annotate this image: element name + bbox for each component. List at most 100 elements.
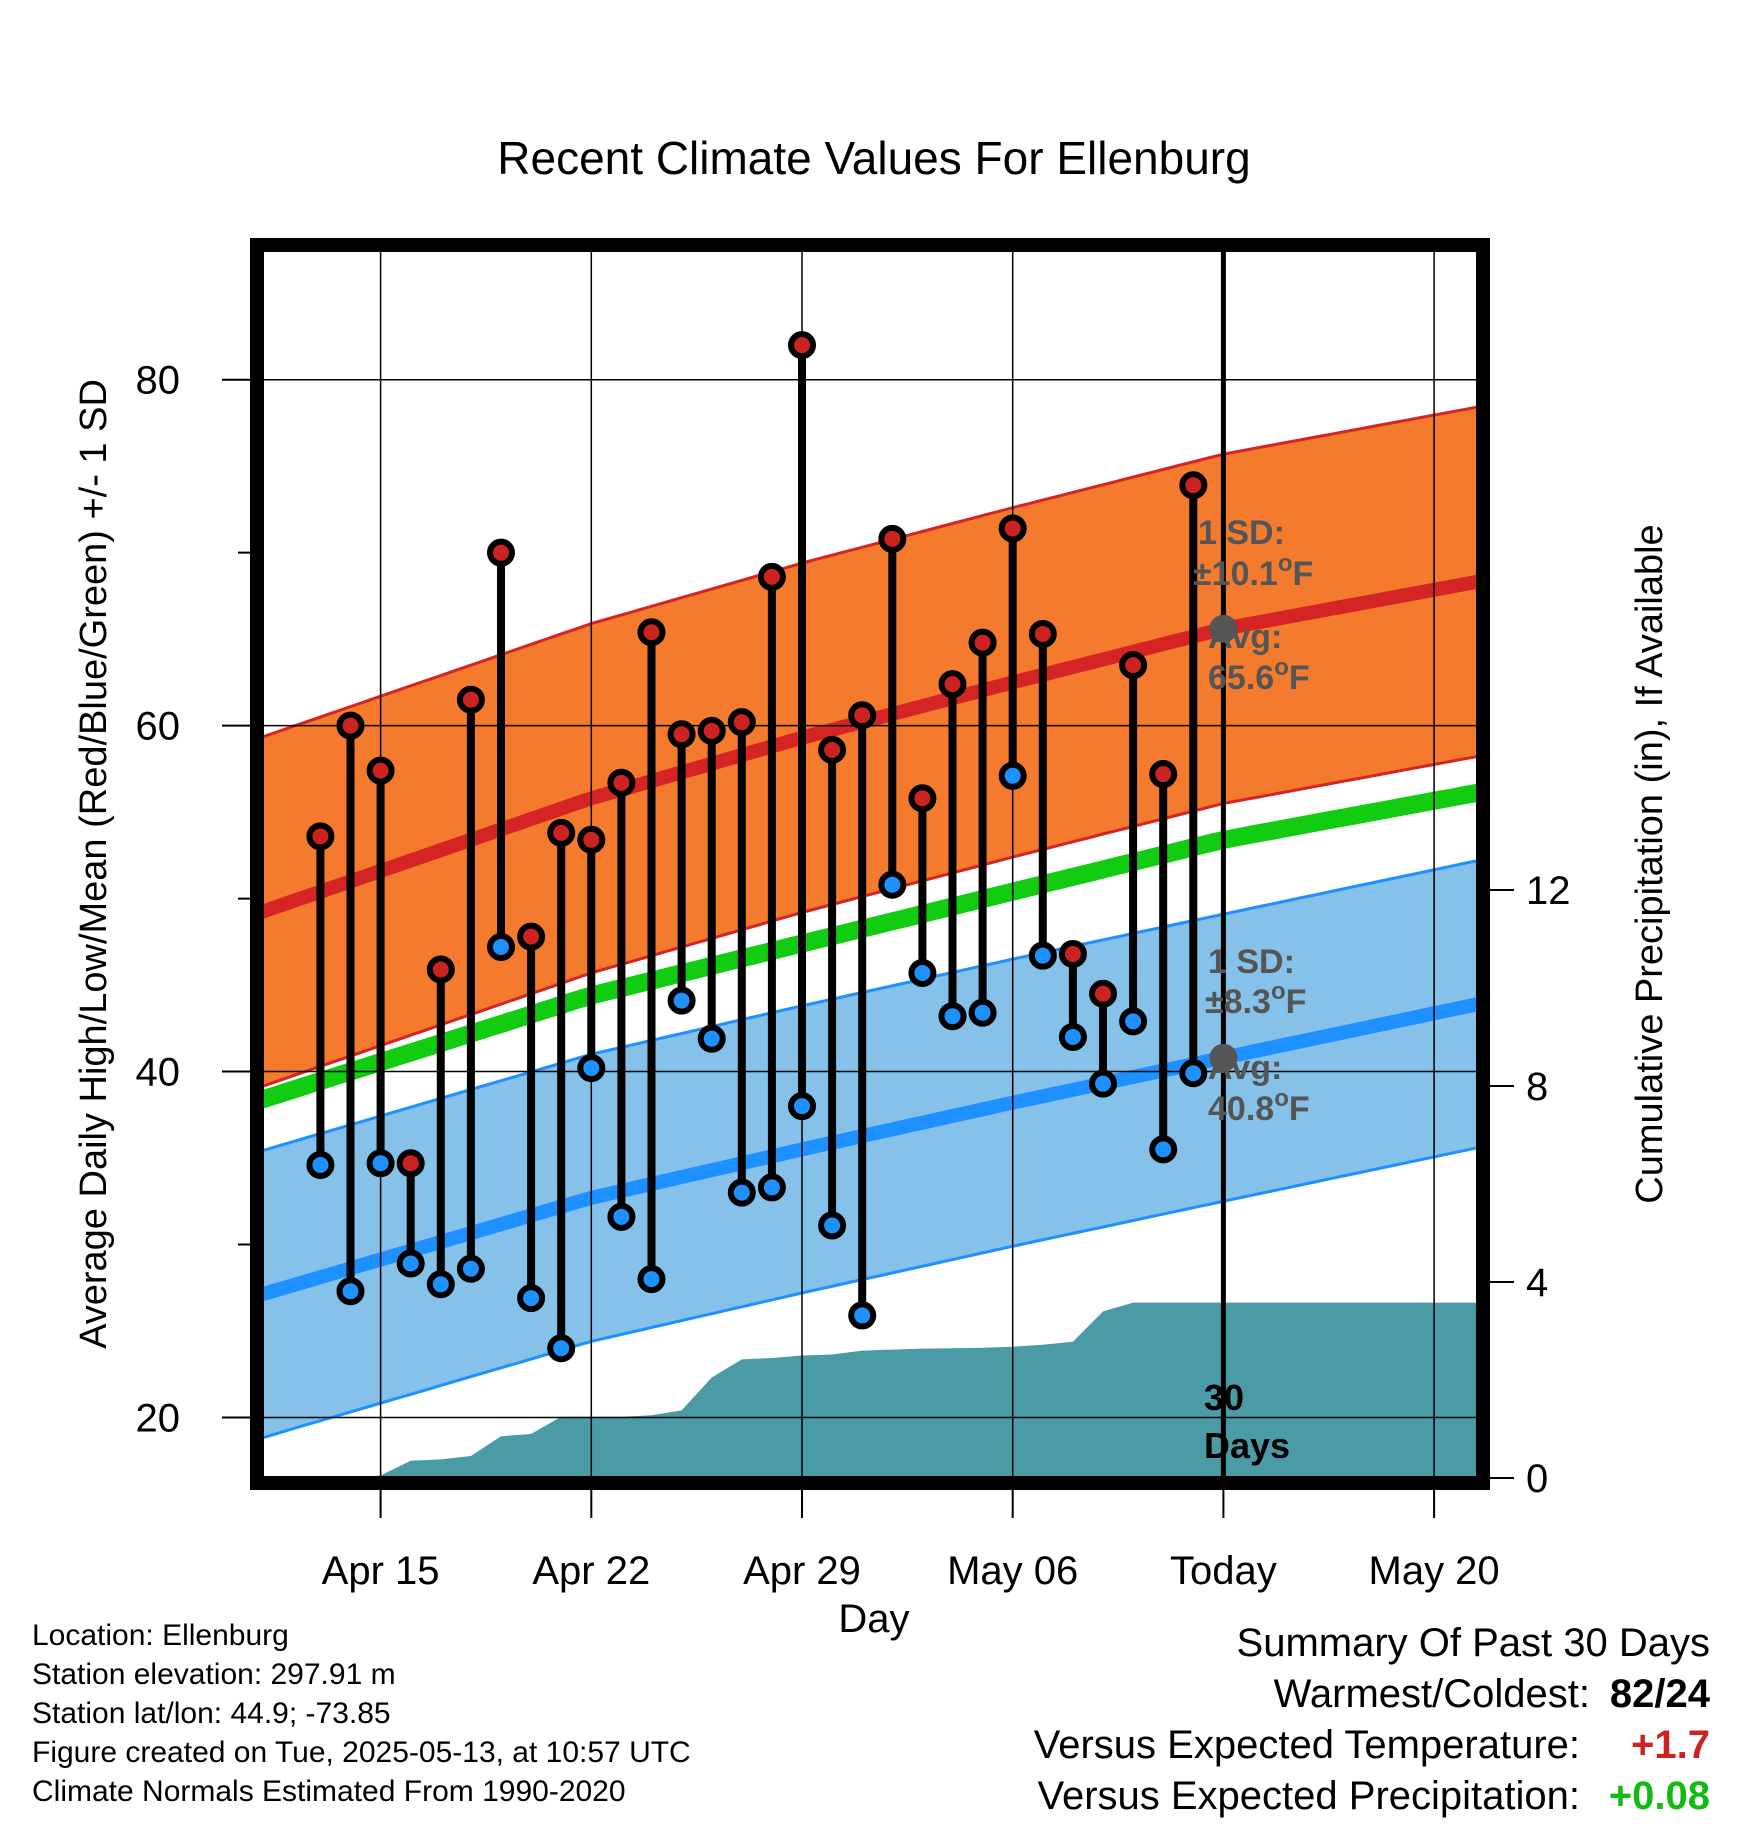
daily-high-point [1058, 939, 1087, 968]
x-tick-label: Apr 15 [322, 1549, 440, 1593]
daily-low-point [757, 1173, 786, 1202]
y2-axis-label: Cumulative Precipitation (in), If Availa… [1629, 524, 1671, 1203]
x-tick-label: Apr 29 [743, 1549, 861, 1593]
station-info: Location: Ellenburg Station elevation: 2… [32, 1616, 691, 1811]
daily-high-point [908, 784, 937, 813]
daily-low-point [667, 986, 696, 1015]
daily-high-point [1119, 651, 1148, 680]
created-text: Figure created on Tue, 2025-05-13, at 10… [32, 1736, 691, 1769]
daily-low-point [968, 998, 997, 1027]
daily-high-point [818, 735, 847, 764]
daily-low-point [998, 761, 1027, 790]
daily-low-point [908, 958, 937, 987]
today-high-normal-marker [1209, 614, 1238, 643]
low-sd-band [262, 860, 1478, 1438]
daily-high-point [697, 716, 726, 745]
warm-cold-value: 82/24 [1590, 1669, 1710, 1720]
low-sd-value: ±8.3oF [1205, 978, 1306, 1021]
daily-low-point [1058, 1022, 1087, 1051]
daily-low-point [607, 1202, 636, 1231]
high-upper-sd-line [262, 405, 1478, 739]
daily-high-point [1089, 979, 1117, 1008]
low-sd-label: 1 SD: [1208, 943, 1295, 981]
y2-tick-label: 8 [1526, 1065, 1548, 1109]
precip-area [320, 1302, 1478, 1478]
days-unit-label: Days [1204, 1425, 1290, 1466]
daily-low-point [577, 1054, 606, 1083]
high-avg-value: 65.6oF [1208, 654, 1310, 697]
normals-text: Climate Normals Estimated From 1990-2020 [32, 1775, 626, 1808]
today-low-normal-marker [1209, 1043, 1238, 1072]
daily-high-point [667, 720, 696, 749]
daily-low-point [1149, 1135, 1178, 1164]
summary-panel: Summary Of Past 30 Days Warmest/Coldest:… [1034, 1618, 1710, 1822]
daily-low-point [426, 1270, 455, 1299]
x-axis-label: Day [838, 1597, 909, 1641]
daily-low-point [818, 1211, 847, 1240]
low-avg-value: 40.8oF [1208, 1085, 1310, 1128]
temp-diff-label: Versus Expected Temperature: [1033, 1723, 1580, 1767]
x-tick-label: Today [1170, 1549, 1277, 1593]
daily-low-point [1028, 941, 1057, 970]
daily-low-point [1119, 1007, 1148, 1036]
precip-diff-value: +0.08 [1608, 1774, 1710, 1818]
latlon-text: Station lat/lon: 44.9; -73.85 [32, 1697, 391, 1730]
x-tick-label: May 06 [947, 1549, 1078, 1593]
daily-low-point [938, 1002, 967, 1031]
daily-high-point [757, 562, 786, 591]
daily-low-point [878, 870, 907, 899]
daily-low-point [1089, 1069, 1117, 1098]
daily-low-point [336, 1277, 365, 1306]
plot-frame [250, 238, 1490, 1490]
elevation-text: Station elevation: 297.91 m [32, 1658, 396, 1691]
daily-high-point [366, 756, 395, 785]
chart-title: Recent Climate Values For Ellenburg [497, 132, 1250, 184]
y2-tick-label: 0 [1526, 1457, 1548, 1501]
daily-low-point [396, 1249, 425, 1278]
y-axis-label: Average Daily High/Low/Mean (Red/Blue/Gr… [73, 379, 115, 1349]
summary-title: Summary Of Past 30 Days [1236, 1621, 1710, 1665]
high-sd-band [262, 406, 1478, 1087]
daily-high-point [517, 922, 546, 951]
daily-low-point [727, 1178, 756, 1207]
y2-tick-label: 12 [1526, 869, 1571, 913]
daily-high-point [577, 825, 606, 854]
y-tick-label: 40 [136, 1051, 181, 1095]
daily-low-point [487, 933, 515, 962]
daily-high-point [938, 670, 967, 699]
daily-high-point [788, 331, 816, 360]
high-sd-label: 1 SD: [1198, 514, 1285, 552]
daily-high-point [727, 708, 756, 737]
y2-tick-label: 4 [1526, 1261, 1548, 1305]
daily-high-point [998, 514, 1027, 543]
daily-low-point [306, 1150, 335, 1179]
x-tick-label: May 20 [1369, 1549, 1500, 1593]
daily-high-point [396, 1149, 425, 1178]
temp-diff-value: +1.7 [1631, 1723, 1710, 1767]
daily-high-point [547, 818, 576, 847]
daily-high-point [456, 685, 485, 714]
daily-low-point [547, 1334, 576, 1363]
daily-low-point [697, 1024, 726, 1053]
daily-high-point [848, 701, 877, 730]
low-avg-label: Avg: [1208, 1049, 1282, 1087]
daily-high-point [1149, 760, 1178, 789]
warm-cold-label: Warmest/Coldest: [1273, 1672, 1590, 1716]
high-avg-label: Avg: [1208, 618, 1282, 656]
y-tick-label: 60 [136, 705, 181, 749]
y-tick-label: 20 [136, 1396, 181, 1440]
daily-high-point [487, 538, 515, 567]
daily-high-point [878, 524, 907, 553]
daily-low-point [366, 1149, 395, 1178]
daily-high-point [306, 822, 335, 851]
high-sd-value: ±10.1oF [1193, 550, 1313, 593]
daily-high-point [607, 768, 636, 797]
precip-diff-label: Versus Expected Precipitation: [1037, 1774, 1580, 1818]
days-count-label: 30 [1204, 1377, 1244, 1418]
daily-low-point [788, 1092, 816, 1121]
daily-low-point [848, 1301, 877, 1330]
daily-high-point [1179, 471, 1208, 500]
